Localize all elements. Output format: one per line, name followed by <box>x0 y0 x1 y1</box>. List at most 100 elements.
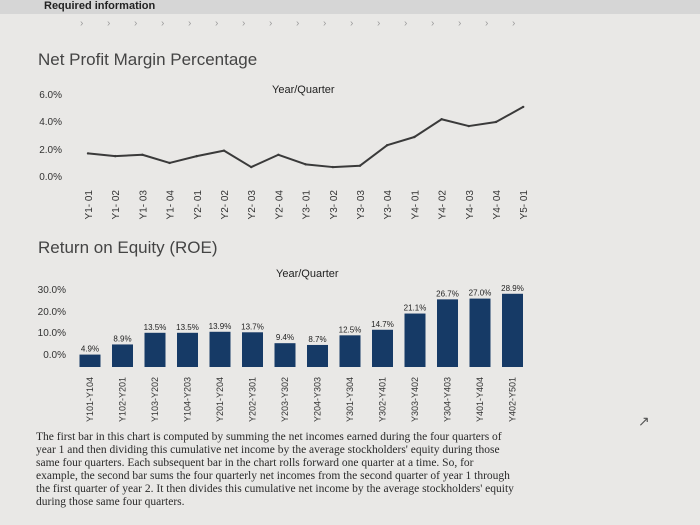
roe-bar <box>372 329 393 367</box>
roe-bar <box>404 313 426 367</box>
npm-x-tick-label: Y4- 03 <box>465 190 476 220</box>
cursor-icon: ↗ <box>638 413 650 429</box>
roe-data-label: 27.0% <box>469 289 492 298</box>
roe-data-label: 9.4% <box>276 333 294 342</box>
roe-data-label: 13.5% <box>144 323 167 332</box>
arrow-mark: › <box>512 18 516 29</box>
roe-data-label: 8.9% <box>113 334 131 343</box>
arrow-mark: › <box>350 18 354 29</box>
arrow-mark: › <box>107 18 111 29</box>
roe-data-label: 28.9% <box>501 284 524 293</box>
roe-chart-title: Return on Equity (ROE) <box>38 238 218 257</box>
npm-y-tick-label: 2.0% <box>39 144 62 156</box>
roe-data-label: 26.7% <box>436 289 459 298</box>
arrow-mark: › <box>404 18 408 29</box>
npm-x-tick-label: Y3- 03 <box>356 190 367 220</box>
npm-data-point <box>413 135 416 139</box>
npm-x-tick-label: Y3- 02 <box>329 190 340 220</box>
arrow-mark: › <box>458 18 462 29</box>
arrow-mark: › <box>215 18 219 29</box>
roe-x-tick-label: Y204-Y303 <box>313 377 323 422</box>
arrow-mark: › <box>242 18 246 29</box>
npm-data-point <box>250 165 253 169</box>
roe-data-label: 21.1% <box>404 304 427 313</box>
npm-x-tick-label: Y1- 03 <box>138 190 149 220</box>
roe-data-label: 13.5% <box>176 323 199 332</box>
roe-data-label: 13.7% <box>241 322 264 331</box>
roe-x-tick-label: Y201-Y204 <box>215 377 225 422</box>
npm-x-axis-label: Year/Quarter <box>272 84 335 96</box>
npm-data-point <box>277 153 280 156</box>
npm-data-point <box>304 163 307 166</box>
npm-data-point <box>222 149 226 152</box>
npm-x-tick-label: Y1- 04 <box>166 190 177 220</box>
roe-x-axis-label: Year/Quarter <box>276 268 339 280</box>
roe-bar <box>307 344 328 367</box>
arrow-mark: › <box>323 18 327 29</box>
arrow-mark: › <box>431 18 435 29</box>
npm-x-tick-label: Y4- 01 <box>410 190 421 220</box>
required-information-bar: Required information <box>0 0 700 14</box>
npm-data-point <box>195 154 198 158</box>
arrow-mark: › <box>377 18 381 29</box>
roe-x-tick-label: Y104-Y203 <box>183 377 193 422</box>
roe-data-label: 12.5% <box>339 325 362 334</box>
arrow-mark: › <box>296 18 300 29</box>
required-information-label: Required information <box>44 0 156 12</box>
npm-data-point <box>358 164 362 167</box>
npm-x-tick-label: Y2- 02 <box>220 190 231 220</box>
roe-data-label: 13.9% <box>209 322 232 331</box>
npm-y-tick-label: 0.0% <box>39 172 62 183</box>
arrow-mark: › <box>485 18 489 29</box>
roe-y-tick-label: 0.0% <box>43 350 66 361</box>
roe-x-tick-label: Y302-Y401 <box>378 377 388 422</box>
npm-chart-title: Net Profit Margin Percentage <box>38 50 258 69</box>
roe-x-tick-label: Y103-Y202 <box>150 377 160 422</box>
npm-data-point <box>331 165 334 169</box>
roe-x-tick-label: Y402-Y501 <box>508 377 518 422</box>
roe-x-tick-label: Y401-Y404 <box>475 377 485 422</box>
roe-x-tick-label: Y101-Y104 <box>85 377 95 422</box>
npm-x-tick-label: Y1- 02 <box>111 190 122 220</box>
npm-data-point <box>86 152 90 155</box>
npm-data-point <box>141 153 144 156</box>
npm-y-tick-label: 4.0% <box>39 117 62 129</box>
roe-data-label: 8.7% <box>308 335 326 344</box>
roe-y-tick-label: 10.0% <box>37 328 66 340</box>
roe-x-tick-label: Y203-Y302 <box>280 377 290 422</box>
roe-x-tick-label: Y303-Y402 <box>410 377 420 422</box>
roe-bar <box>242 332 263 367</box>
npm-data-point <box>522 105 525 109</box>
arrow-mark: › <box>80 18 84 29</box>
roe-bar <box>209 331 231 367</box>
npm-x-tick-label: Y1- 01 <box>84 190 95 220</box>
roe-bar <box>112 344 133 367</box>
npm-x-tick-label: Y4- 02 <box>438 190 449 220</box>
npm-x-tick-label: Y3- 01 <box>302 190 313 220</box>
arrow-mark: › <box>269 18 273 29</box>
roe-bar <box>437 299 458 367</box>
roe-x-tick-label: Y304-Y403 <box>443 377 453 422</box>
roe-bar <box>339 335 361 367</box>
roe-bar <box>274 343 296 367</box>
roe-y-tick-label: 30.0% <box>37 285 66 296</box>
arrow-mark: › <box>161 18 165 29</box>
roe-x-tick-label: Y301-Y304 <box>345 377 355 422</box>
roe-data-label: 4.9% <box>81 345 99 354</box>
npm-x-tick-label: Y2- 04 <box>274 190 285 220</box>
npm-data-point <box>467 124 470 128</box>
roe-x-tick-label: Y102-Y201 <box>118 377 128 422</box>
npm-x-tick-label: Y2- 03 <box>247 190 258 220</box>
chart-description: The first bar in this chart is computed … <box>36 431 514 508</box>
arrow-mark: › <box>134 18 138 29</box>
npm-x-tick-label: Y3- 04 <box>383 190 394 220</box>
arrow-row: › › › › › › › › › › › › › › › › › <box>80 18 550 32</box>
npm-x-tick-label: Y2- 01 <box>193 190 204 220</box>
roe-bar <box>144 332 166 367</box>
roe-data-label: 14.7% <box>371 320 394 329</box>
roe-bar <box>469 298 491 367</box>
roe-x-tick-label: Y202-Y301 <box>248 377 258 422</box>
npm-data-point <box>386 144 389 147</box>
npm-data-point <box>494 120 498 124</box>
